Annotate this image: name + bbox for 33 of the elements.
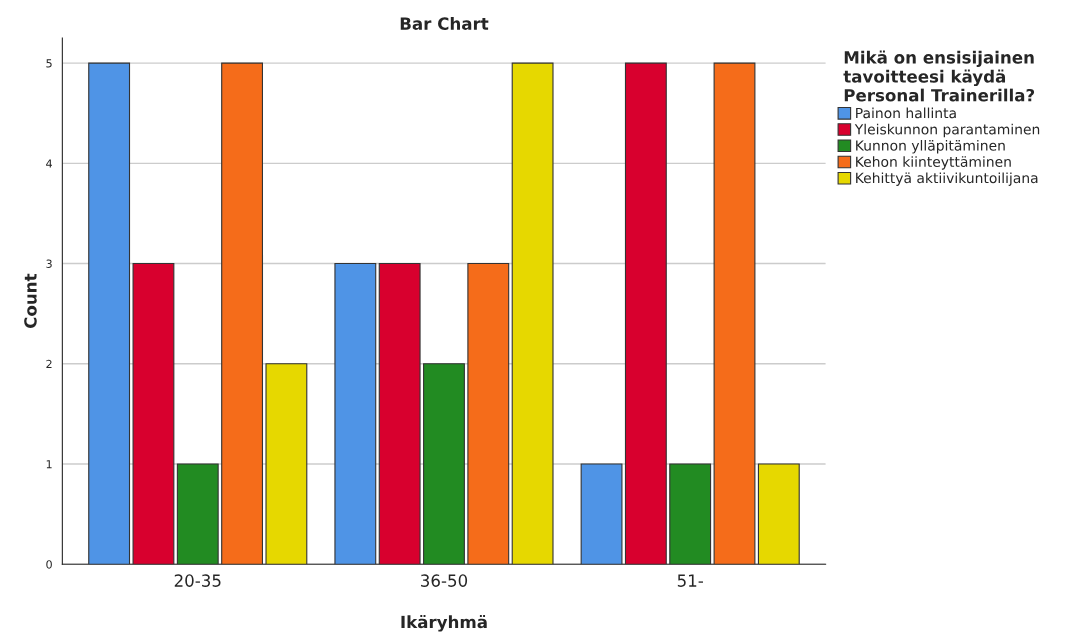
- bar: [265, 363, 308, 565]
- y-tick-label: 1: [46, 460, 52, 469]
- y-axis-title: Count: [24, 273, 37, 329]
- bar: [624, 62, 667, 565]
- bar: [423, 363, 465, 565]
- legend-label: Kehittyä aktiivikuntoilijana: [856, 172, 1038, 186]
- bar: [132, 263, 175, 565]
- bar: [221, 62, 264, 565]
- bar: [334, 263, 377, 565]
- legend-label: Painon hallinta: [856, 107, 956, 119]
- bar: [176, 463, 219, 565]
- y-tick-label: 2: [46, 359, 52, 369]
- x-tick-label: 51-: [677, 574, 703, 587]
- y-tick-label: 0: [46, 560, 52, 569]
- legend-label: Kunnon ylläpitäminen: [856, 140, 1005, 154]
- bar: [378, 263, 421, 565]
- legend-label: Yleiskunnon parantaminen: [854, 123, 1040, 138]
- bar: [713, 62, 756, 565]
- y-tick-label: 5: [46, 59, 52, 68]
- bar: [467, 263, 510, 565]
- bar: [511, 62, 554, 565]
- bar: [669, 463, 712, 565]
- y-tick-label: 3: [46, 259, 52, 268]
- x-tick-label: 36-50: [421, 574, 468, 587]
- x-tick-label: 20-35: [174, 574, 221, 587]
- x-axis-title: Ikäryhmä: [401, 615, 487, 632]
- y-tick-label: 4: [46, 159, 52, 168]
- legend-label: Kehon kiinteyttäminen: [856, 156, 1011, 170]
- legend-title: Mikä on ensisijainen tavoitteesi käydä Personal Trainerilla?: [843, 50, 1035, 102]
- bar: [757, 463, 800, 565]
- bar: [580, 463, 623, 565]
- bar: [88, 62, 131, 565]
- chart-title: Bar Chart: [400, 17, 489, 30]
